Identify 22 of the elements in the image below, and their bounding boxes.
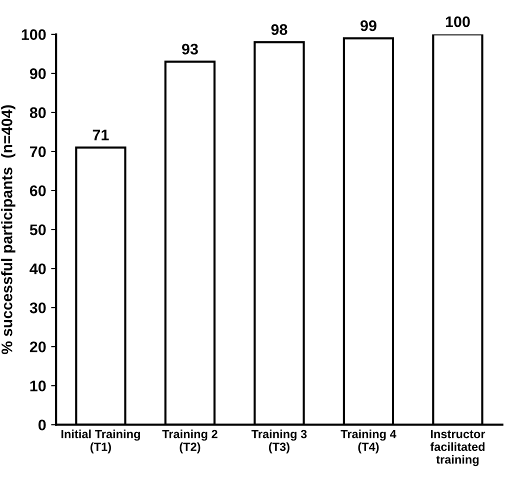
data-label: 71 [92, 130, 109, 140]
x-tick-label: Training 2 (T2) [162, 430, 218, 454]
x-tick-label: Initial Training (T1) [62, 430, 140, 454]
x-tick-label: Training 4 (T4) [340, 430, 396, 454]
y-tick-label: 20 [30, 342, 46, 352]
data-label: 99 [360, 20, 376, 32]
y-tick-label: 100 [22, 29, 46, 40]
data-label: 98 [271, 24, 288, 35]
y-tick-label: 90 [30, 68, 46, 80]
y-tick-label: 40 [30, 263, 46, 274]
y-tick-label: 10 [30, 380, 46, 392]
y-tick-label: 70 [30, 146, 46, 158]
data-label: 100 [446, 16, 470, 28]
y-tick-label: 80 [30, 107, 46, 118]
x-tick-label: Training 3 (T3) [251, 430, 307, 454]
y-tick-label: 30 [30, 302, 46, 314]
x-tick-label: Instructor facilitated training [430, 430, 486, 466]
y-tick-label: 50 [30, 224, 46, 236]
y-tick-label: 0 [38, 420, 46, 430]
y-axis-title: % successful participants (n=404) [1, 105, 16, 354]
y-tick-label: 60 [30, 185, 46, 196]
data-label: 93 [182, 44, 198, 55]
